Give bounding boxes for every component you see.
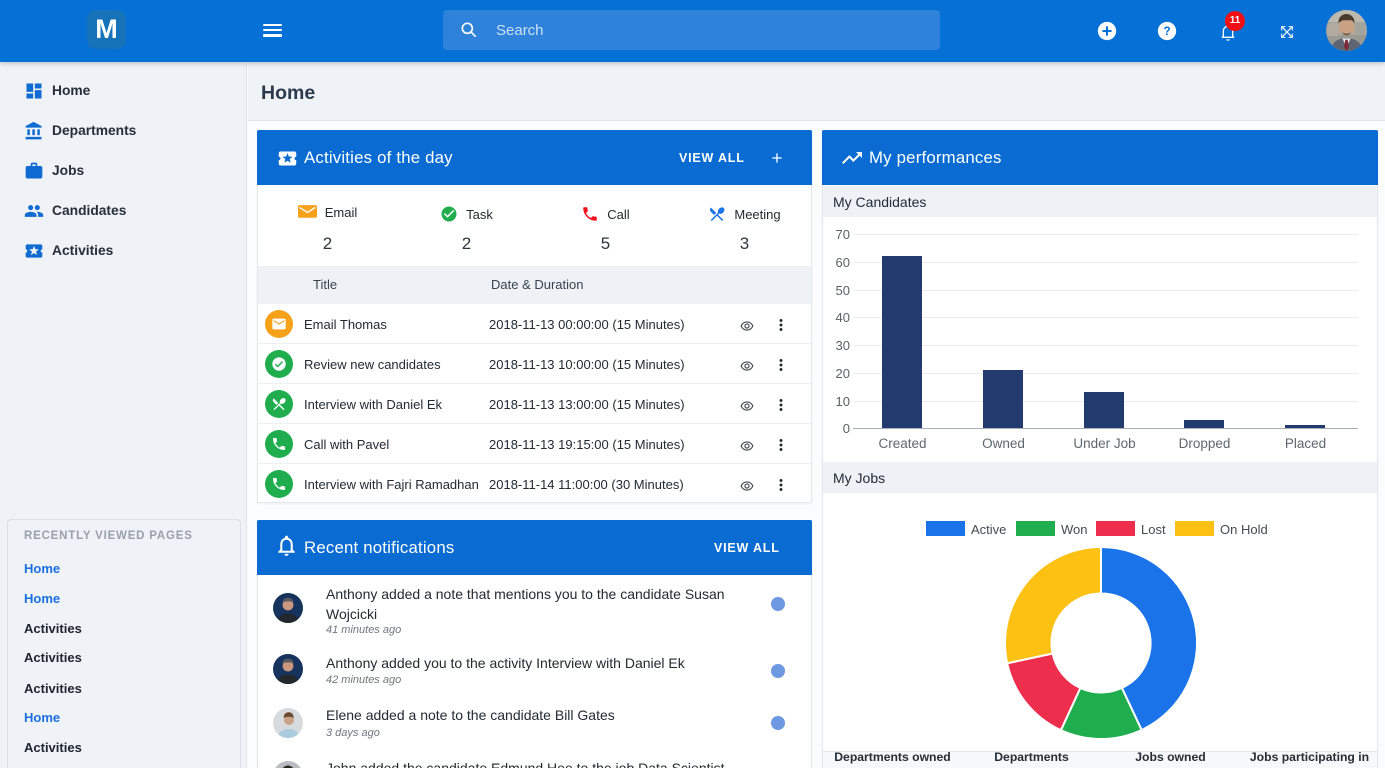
svg-text:?: ? — [1163, 25, 1170, 38]
